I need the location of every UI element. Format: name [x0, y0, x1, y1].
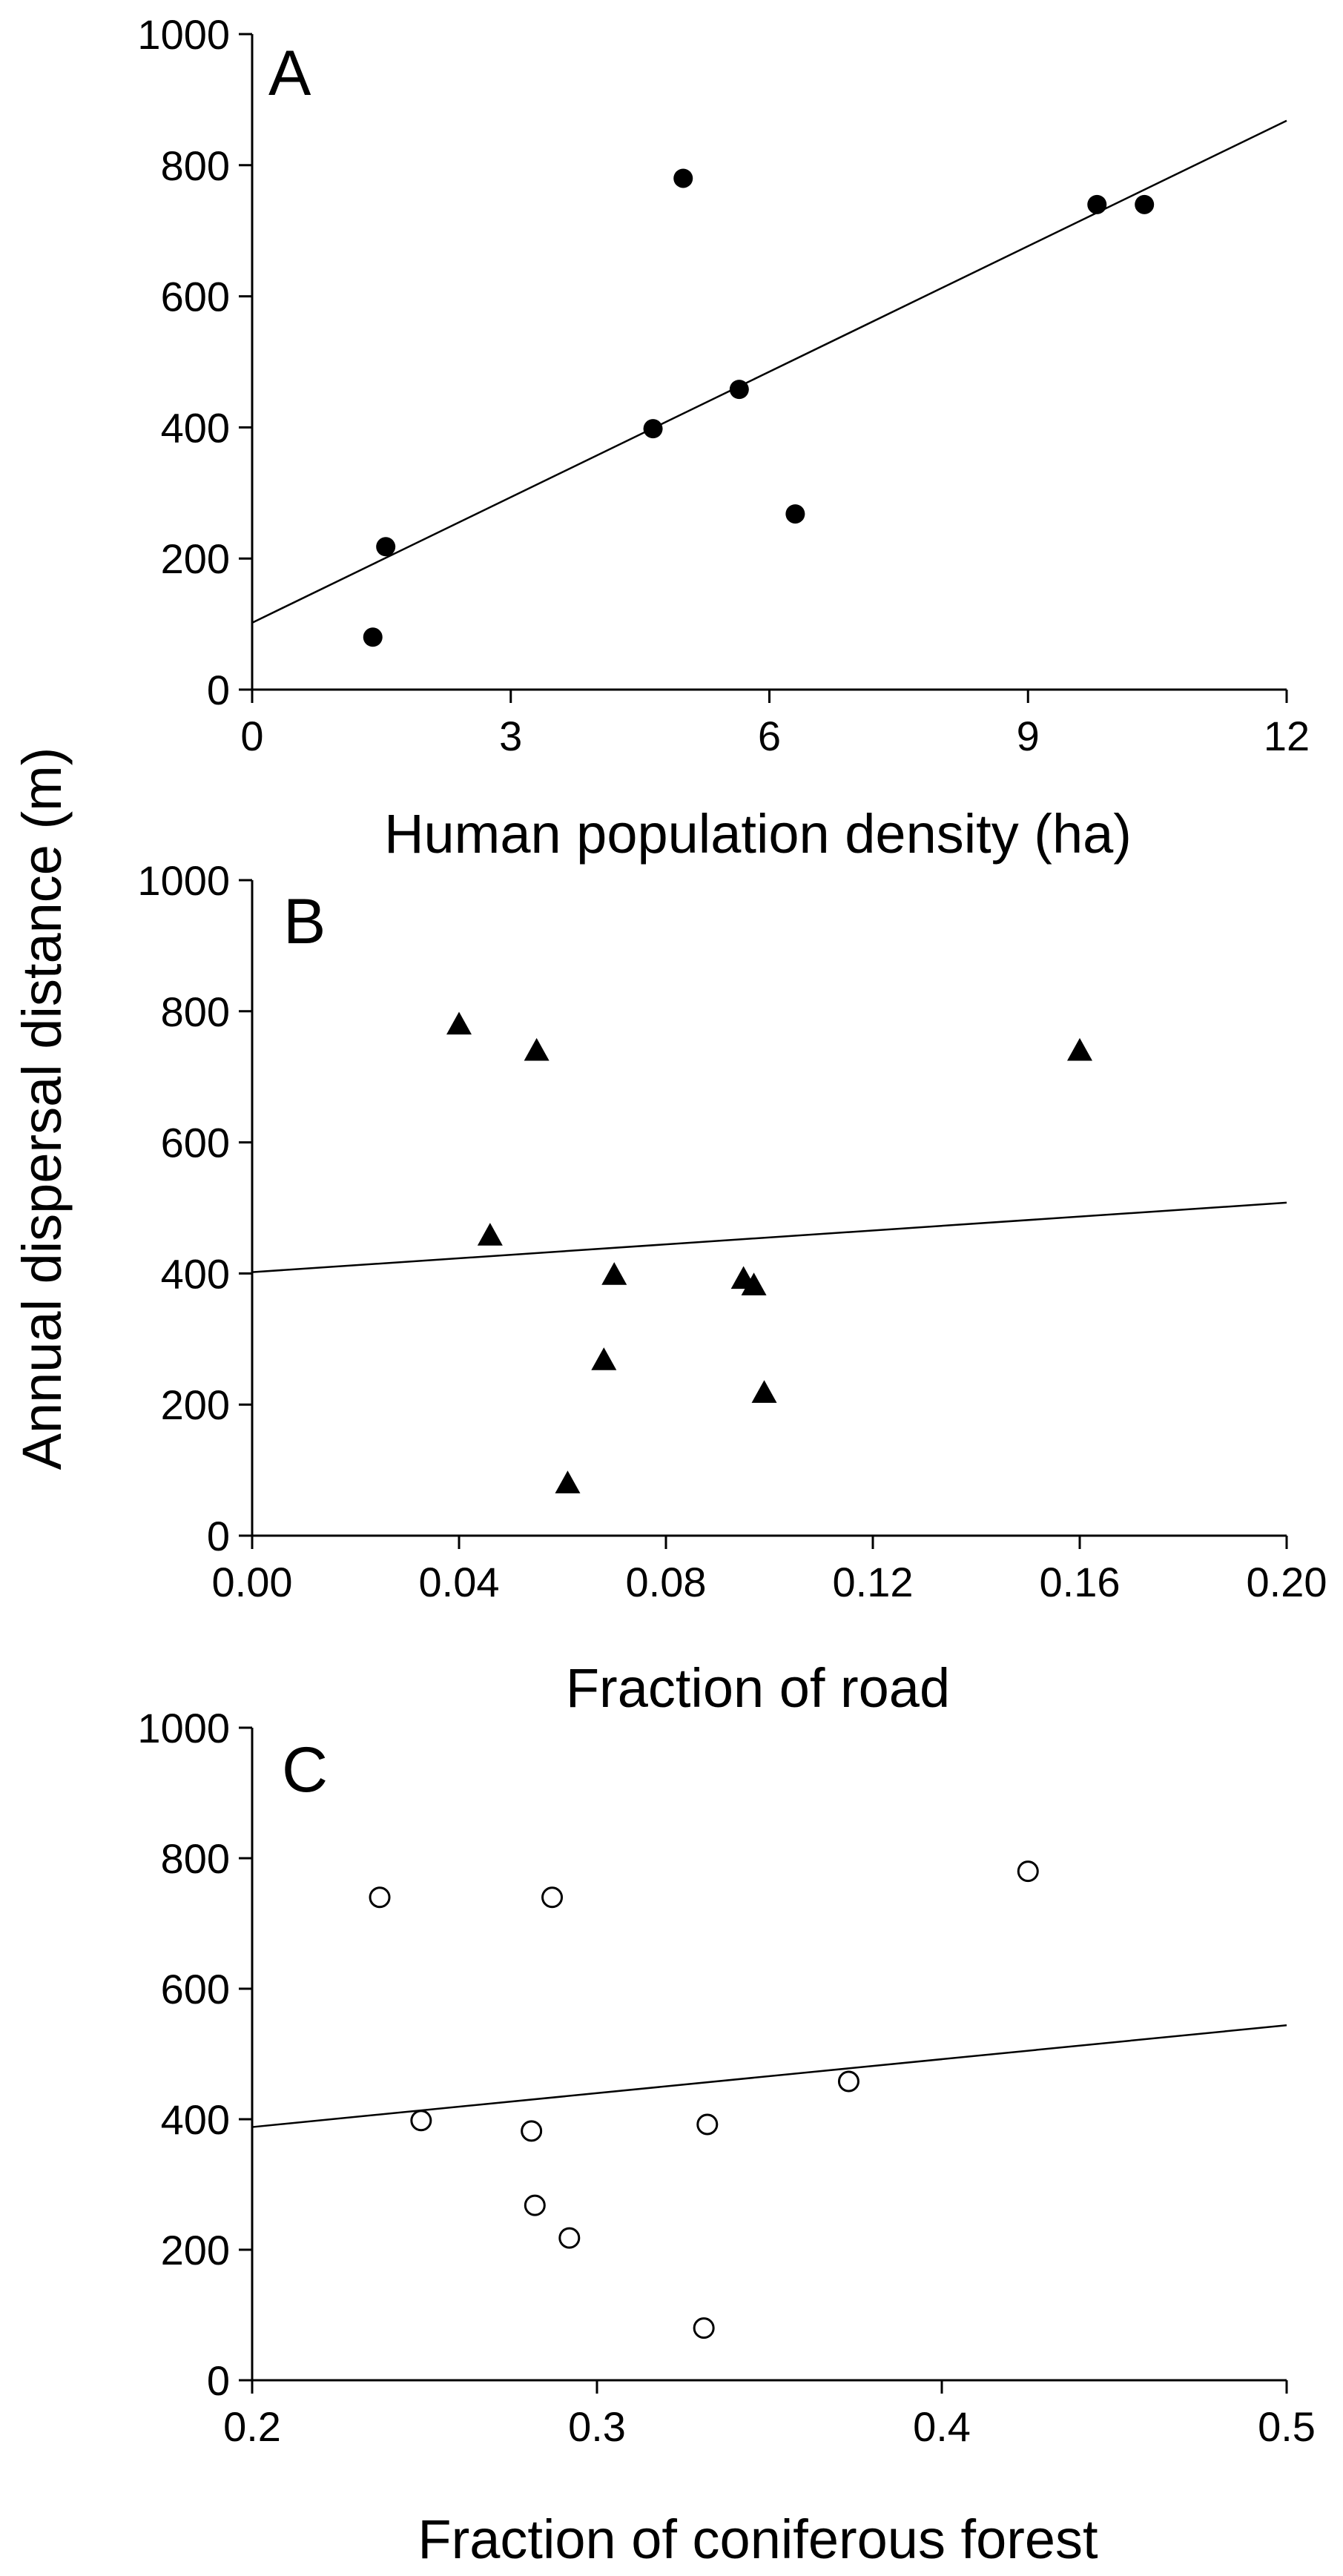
data-point — [601, 1262, 627, 1285]
x-tick-label: 9 — [1017, 713, 1040, 759]
plot-area: 0 200 400 600 800 1000 0 3 6 9 12 — [137, 11, 1310, 759]
data-point — [1135, 194, 1155, 214]
regression-line — [251, 2024, 1287, 2128]
panel-b: 0 200 400 600 800 1000 0.00 0.04 0.08 0.12 0.16 0.2… — [137, 857, 1327, 1719]
panel-c-label: C — [282, 1734, 328, 1806]
data-point — [477, 1223, 503, 1246]
plot-area: 0 200 400 600 800 1000 0.00 0.04 0.08 0.12 0.16 0.2… — [137, 857, 1327, 1605]
regression-line — [251, 119, 1287, 624]
data-point — [376, 537, 396, 557]
data-point — [696, 2113, 719, 2136]
data-point — [369, 1886, 391, 1909]
data-point — [524, 1037, 550, 1061]
y-tick-label: 200 — [161, 535, 230, 582]
x-tick-label: 6 — [758, 713, 781, 759]
y-tick-label: 400 — [161, 1250, 230, 1297]
x-tick-label: 0.00 — [212, 1559, 293, 1605]
data-point — [693, 2317, 715, 2339]
panel-b-x-axis-label: Fraction of road — [566, 1657, 950, 1719]
data-point — [1087, 194, 1107, 214]
y-tick-label: 0 — [207, 2357, 230, 2404]
data-point — [673, 168, 693, 188]
y-tick-label: 1000 — [137, 11, 230, 58]
regression-line — [251, 1201, 1287, 1273]
data-point — [591, 1347, 617, 1370]
y-tick-label: 0 — [207, 1513, 230, 1559]
x-tick-label: 0.2 — [223, 2403, 281, 2450]
y-tick-label: 800 — [161, 1835, 230, 1882]
x-tick-label: 0.4 — [913, 2403, 971, 2450]
data-point — [410, 2110, 432, 2132]
y-tick-label: 400 — [161, 404, 230, 451]
x-tick-label: 0.08 — [626, 1559, 707, 1605]
panel-c: 0 200 400 600 800 1000 0.2 0.3 0.4 0.5 C Fraction… — [137, 1705, 1316, 2570]
x-tick-label: 0.04 — [419, 1559, 500, 1605]
data-point — [541, 1886, 564, 1909]
panel-a-label: A — [268, 38, 311, 109]
x-tick-label: 0.5 — [1258, 2403, 1316, 2450]
y-tick-label: 800 — [161, 988, 230, 1035]
x-tick-label: 12 — [1264, 713, 1310, 759]
y-tick-label: 800 — [161, 142, 230, 189]
data-point — [524, 2194, 546, 2216]
data-point — [363, 627, 383, 647]
y-tick-label: 1000 — [137, 857, 230, 904]
x-tick-label: 3 — [499, 713, 522, 759]
x-tick-label: 0.16 — [1040, 1559, 1121, 1605]
x-tick-label: 0.20 — [1247, 1559, 1327, 1605]
data-point — [1017, 1860, 1039, 1883]
y-tick-label: 600 — [161, 1966, 230, 2012]
data-point — [558, 2227, 581, 2249]
data-point — [785, 504, 805, 524]
plot-area: 0 200 400 600 800 1000 0.2 0.3 0.4 0.5 — [137, 1705, 1316, 2450]
panel-b-label: B — [283, 886, 326, 957]
data-point — [741, 1272, 767, 1295]
x-tick-label: 0 — [240, 713, 263, 759]
data-point — [1067, 1037, 1092, 1061]
panel-a: 0 200 400 600 800 1000 0 3 6 9 12 A Human populati… — [137, 11, 1310, 865]
y-tick-label: 200 — [161, 1381, 230, 1428]
y-tick-label: 400 — [161, 2096, 230, 2143]
data-point — [555, 1470, 581, 1493]
data-point — [521, 2120, 543, 2142]
y-tick-label: 1000 — [137, 1705, 230, 1751]
y-tick-label: 0 — [207, 667, 230, 713]
y-tick-label: 600 — [161, 274, 230, 320]
shared-y-axis-label: Annual dispersal distance (m) — [11, 747, 73, 1470]
y-tick-label: 600 — [161, 1120, 230, 1166]
x-tick-label: 0.3 — [568, 2403, 626, 2450]
data-point — [446, 1011, 472, 1035]
data-point — [751, 1380, 777, 1403]
data-point — [643, 419, 663, 439]
panel-a-x-axis-label: Human population density (ha) — [384, 803, 1132, 865]
x-tick-label: 0.12 — [833, 1559, 914, 1605]
data-point — [729, 380, 749, 400]
y-tick-label: 200 — [161, 2227, 230, 2273]
data-point — [837, 2070, 859, 2093]
panel-c-x-axis-label: Fraction of coniferous forest — [418, 2509, 1098, 2570]
